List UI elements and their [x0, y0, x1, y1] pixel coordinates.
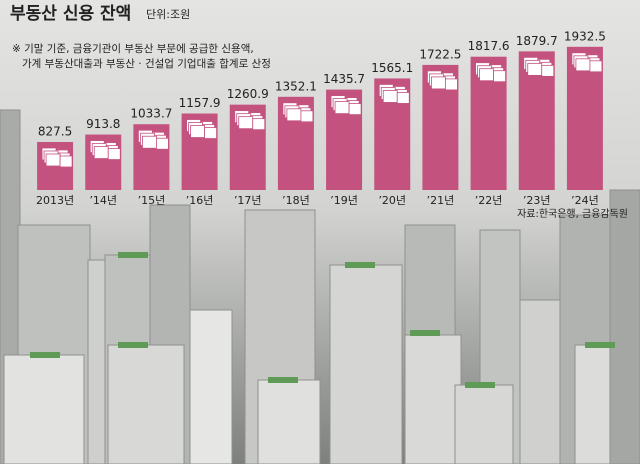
x-tick-label: ’24년: [571, 194, 599, 207]
value-label: 913.8: [86, 117, 120, 131]
value-label: 1565.1: [371, 61, 413, 75]
bill-icon: [575, 58, 591, 72]
value-label: 1722.5: [419, 47, 461, 61]
bill-icon: [45, 153, 61, 167]
x-tick-label: ’17년: [234, 194, 262, 207]
bill-icon: [479, 68, 494, 82]
bill-icon: [252, 118, 266, 131]
x-tick-label: ’16년: [186, 194, 214, 207]
value-label: 1260.9: [227, 87, 269, 101]
bill-icon: [93, 146, 109, 159]
x-tick-label: ’23년: [523, 194, 551, 207]
value-label: 1352.1: [275, 79, 317, 93]
source: 자료:한국은행, 금융감독원: [517, 208, 628, 220]
value-label: 1932.5: [564, 29, 606, 43]
bill-icon: [190, 125, 205, 138]
bill-icon: [493, 70, 506, 83]
value-label: 1157.9: [179, 96, 221, 110]
bill-icon: [156, 137, 169, 150]
bill-icon: [59, 155, 73, 168]
bill-icon: [396, 92, 410, 104]
bill-icon: [286, 108, 302, 122]
bill-icon: [300, 110, 314, 123]
x-tick-label: ’15년: [138, 194, 166, 207]
bill-icon: [142, 135, 157, 149]
bill-icon: [589, 60, 603, 73]
value-label: 1435.7: [323, 72, 365, 86]
value-label: 1817.6: [468, 39, 510, 53]
x-tick-label: ’20년: [378, 194, 406, 207]
note: 가계 부동산대출과 부동산 · 건설업 기업대출 합계로 산정: [22, 57, 271, 70]
bill-icon: [445, 78, 458, 91]
unit-label: 단위:조원: [146, 8, 190, 21]
x-tick-label: ’19년: [330, 194, 358, 207]
roof-gardens: [30, 252, 615, 388]
x-tick-label: ’22년: [475, 194, 503, 207]
bill-icon: [527, 62, 543, 76]
bill-icon: [348, 103, 362, 116]
buildings: [0, 109, 640, 464]
value-label: 1033.7: [130, 107, 172, 121]
bill-icon: [238, 116, 254, 130]
bill-icon: [204, 127, 217, 139]
bill-icon: [107, 148, 121, 160]
bill-icon: [382, 90, 398, 103]
bill-icon: [541, 64, 555, 77]
value-label: 1879.7: [516, 34, 558, 48]
note: ※ 기말 기준, 금융기관이 부동산 부문에 공급한 신용액,: [12, 43, 254, 55]
x-tick-label: 2013년: [36, 194, 74, 207]
x-tick-label: ’14년: [89, 194, 117, 207]
bill-icon: [334, 101, 350, 115]
value-label: 827.5: [38, 124, 72, 138]
x-tick-label: ’21년: [427, 194, 455, 207]
bill-icon: [431, 76, 446, 90]
chart-title: 부동산 신용 잔액: [10, 4, 131, 24]
x-tick-label: ’18년: [282, 194, 310, 207]
